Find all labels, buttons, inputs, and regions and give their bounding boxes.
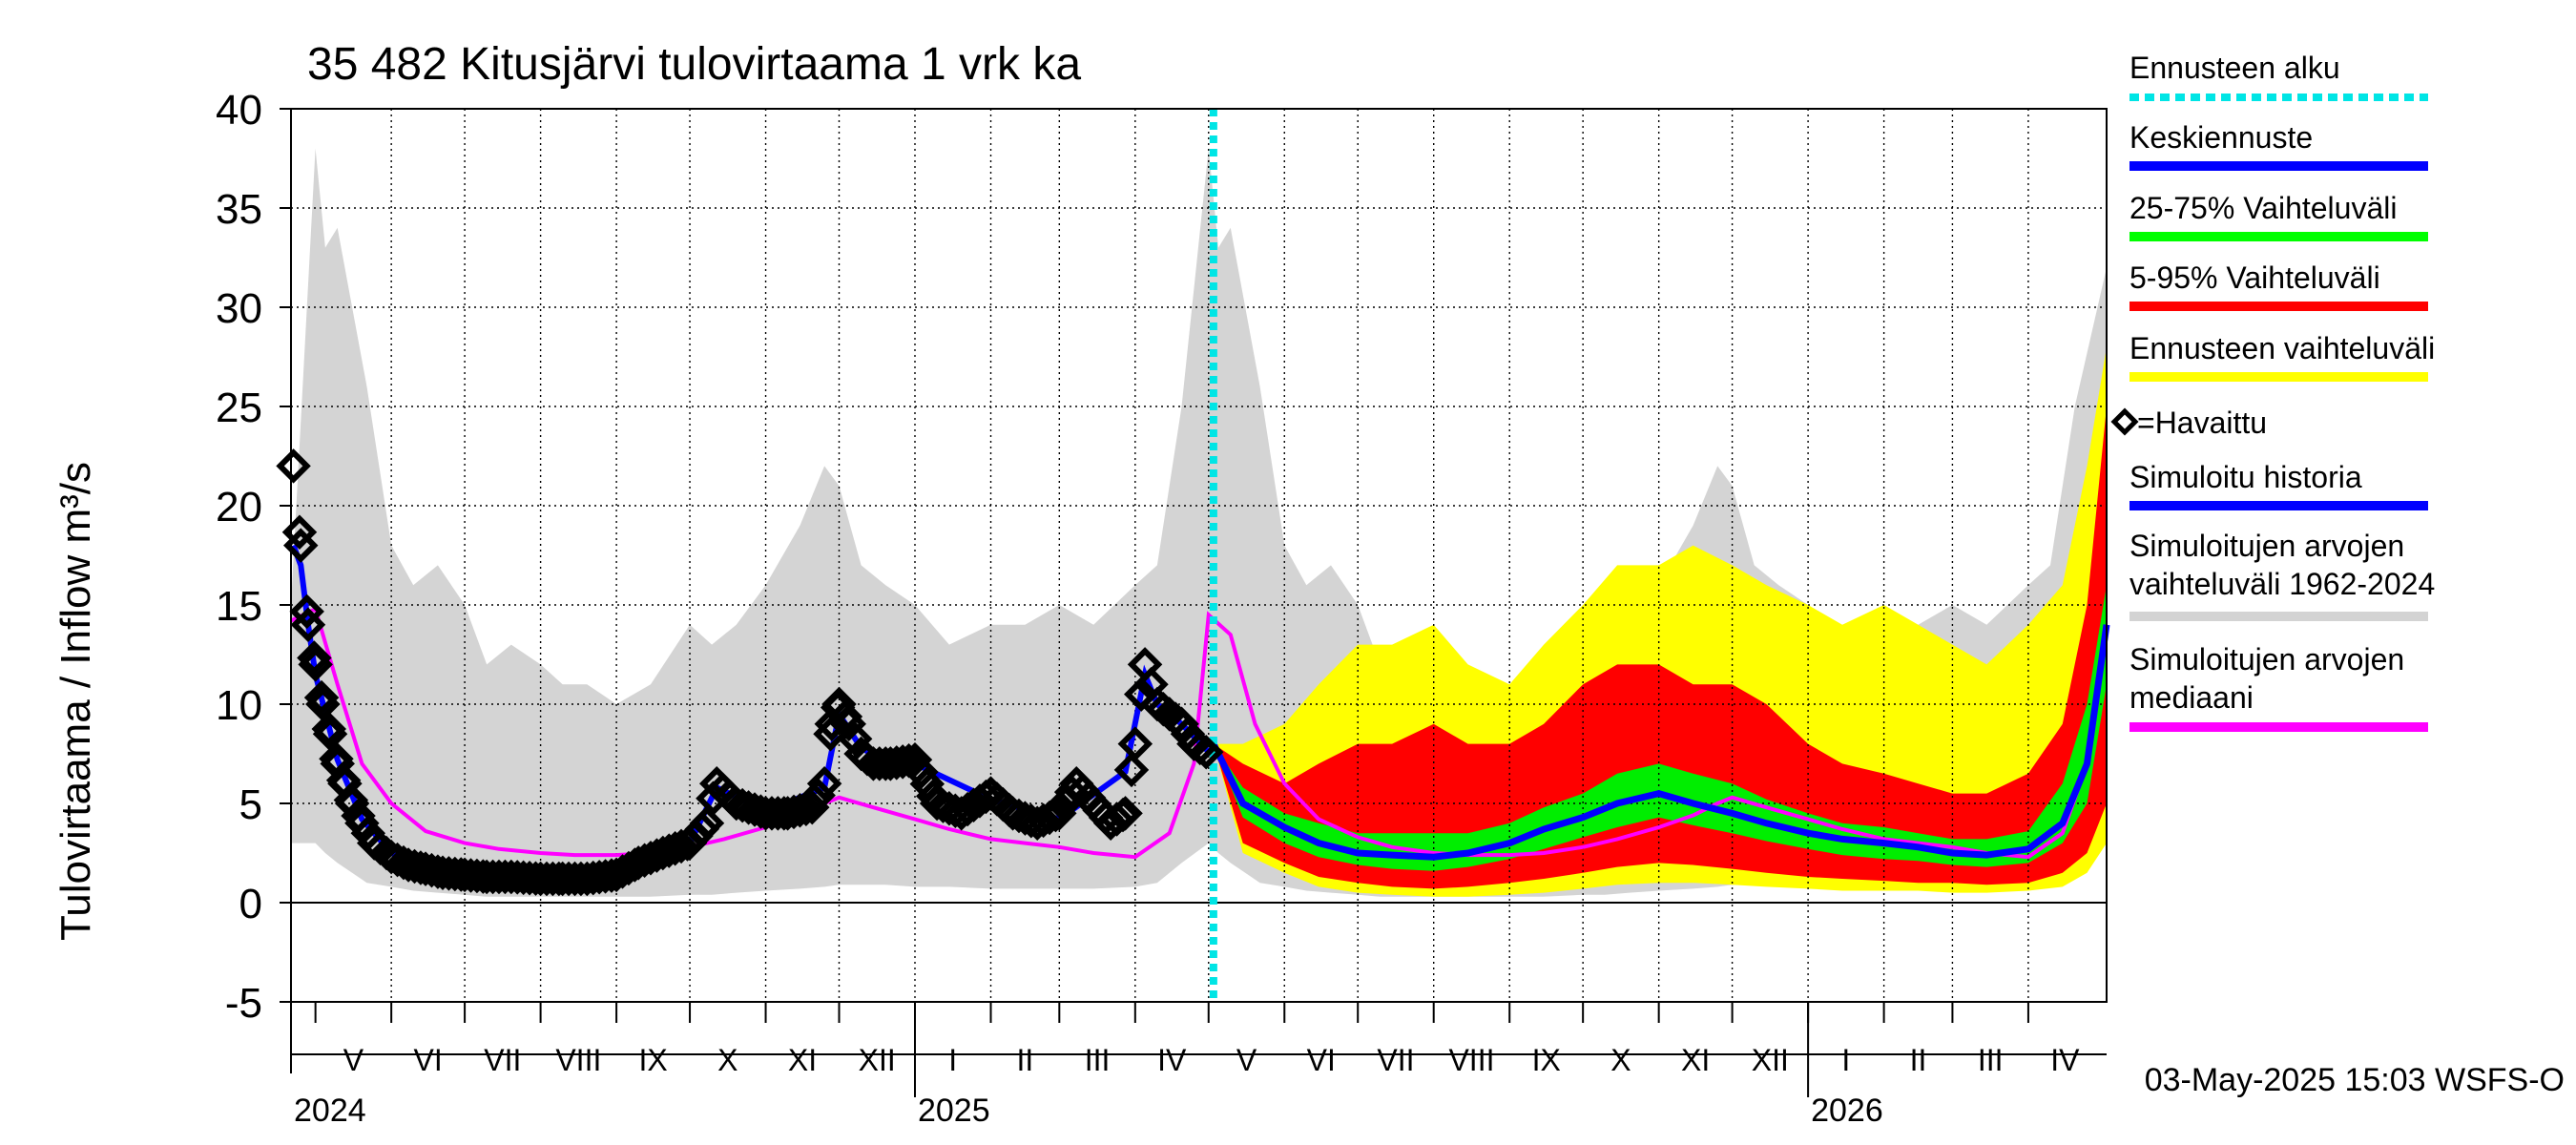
y-tick-label: 40 xyxy=(216,87,262,134)
observed-point xyxy=(1117,726,1153,761)
legend: Ennusteen alku Keskiennuste 25-75% Vaihtel… xyxy=(2110,51,2435,732)
legend-label: Ennusteen alku xyxy=(2129,51,2340,85)
month-label: X xyxy=(717,1043,737,1077)
month-label: IV xyxy=(1157,1043,1187,1077)
plot-frame xyxy=(290,108,2108,1003)
y-tick-label: 10 xyxy=(216,682,262,729)
legend-label: 25-75% Vaihteluväli xyxy=(2129,191,2397,225)
observed-point xyxy=(297,640,332,676)
month-label: V xyxy=(343,1043,364,1077)
observed-point xyxy=(312,716,348,752)
observed-point xyxy=(1108,796,1143,831)
y-tick-label: 0 xyxy=(239,881,262,927)
y-tick-label: 20 xyxy=(216,484,262,531)
observed-point xyxy=(837,721,873,757)
legend-label: Ennusteen vaihteluväli xyxy=(2129,331,2435,365)
y-axis-label: Tulovirtaama / Inflow m³/s xyxy=(52,462,99,941)
month-label: X xyxy=(1610,1043,1631,1077)
month-label: XII xyxy=(1752,1043,1789,1077)
month-label: XI xyxy=(1681,1043,1710,1077)
month-label: IX xyxy=(638,1043,667,1077)
month-label: VI xyxy=(1307,1043,1336,1077)
month-label: II xyxy=(1017,1043,1034,1077)
month-label: VI xyxy=(414,1043,443,1077)
legend-label: Simuloitu historia xyxy=(2129,460,2362,494)
legend-label: Simuloitujen arvojen xyxy=(2129,642,2404,677)
observed-point xyxy=(289,593,324,630)
forecast-5-95-band xyxy=(1213,406,2107,889)
observed-point xyxy=(1188,735,1224,770)
month-label: IX xyxy=(1532,1043,1561,1077)
month-label: VIII xyxy=(555,1043,601,1077)
observed-point xyxy=(689,805,725,842)
observed-point xyxy=(1042,796,1077,831)
month-label: II xyxy=(1910,1043,1927,1077)
year-label: 2025 xyxy=(918,1093,990,1129)
legend-label: mediaani xyxy=(2129,680,2254,715)
month-label: VII xyxy=(1377,1043,1414,1077)
legend-label: Keskiennuste xyxy=(2129,120,2313,155)
observed-point xyxy=(1123,677,1159,712)
month-label: I xyxy=(1841,1043,1850,1077)
observed-point xyxy=(588,859,623,894)
observed-point xyxy=(290,607,326,643)
median-line xyxy=(290,606,2109,860)
legend-label: vaihteluväli 1962-2024 xyxy=(2129,567,2435,601)
y-tick-label: 35 xyxy=(216,186,262,233)
y-tick-label: 30 xyxy=(216,285,262,332)
observed-point xyxy=(897,741,933,778)
month-label: XII xyxy=(859,1043,896,1077)
chart-title: 35 482 Kitusjärvi tulovirtaama 1 vrk ka xyxy=(307,39,1081,90)
y-tick-label: 25 xyxy=(216,385,262,431)
month-label: III xyxy=(1085,1043,1111,1077)
observed-point xyxy=(782,793,818,828)
month-label: III xyxy=(1978,1043,2004,1077)
observed-point xyxy=(884,744,921,780)
legend-marker-observed xyxy=(2110,407,2139,436)
legend-label: Simuloitujen arvojen xyxy=(2129,529,2404,563)
footer-timestamp: 03-May-2025 15:03 WSFS-O xyxy=(2145,1062,2565,1098)
observed-point xyxy=(305,686,341,722)
legend-label: =Havaittu xyxy=(2137,406,2267,440)
observed-point xyxy=(904,754,939,790)
y-tick-label: 15 xyxy=(216,583,262,630)
month-label: I xyxy=(948,1043,957,1077)
observed-point xyxy=(806,765,842,802)
y-tick-label: 5 xyxy=(239,781,262,828)
observed-point xyxy=(303,679,340,716)
forecast-25-75-band xyxy=(1213,585,2107,871)
observed-point xyxy=(1053,774,1090,810)
y-tick-label: -5 xyxy=(225,980,262,1027)
observed-point xyxy=(1113,752,1150,788)
month-label: VIII xyxy=(1448,1043,1494,1077)
month-label: XI xyxy=(788,1043,817,1077)
month-label: IV xyxy=(2050,1043,2080,1077)
observed-point xyxy=(276,448,311,484)
month-label: V xyxy=(1236,1043,1257,1077)
observed-point xyxy=(298,647,333,682)
year-label: 2026 xyxy=(1811,1093,1883,1129)
observed-point xyxy=(831,706,866,742)
month-label: VII xyxy=(484,1043,521,1077)
year-label: 2024 xyxy=(294,1093,366,1129)
legend-label: 5-95% Vaihteluväli xyxy=(2129,260,2380,295)
mean-forecast-line xyxy=(1210,624,2110,861)
